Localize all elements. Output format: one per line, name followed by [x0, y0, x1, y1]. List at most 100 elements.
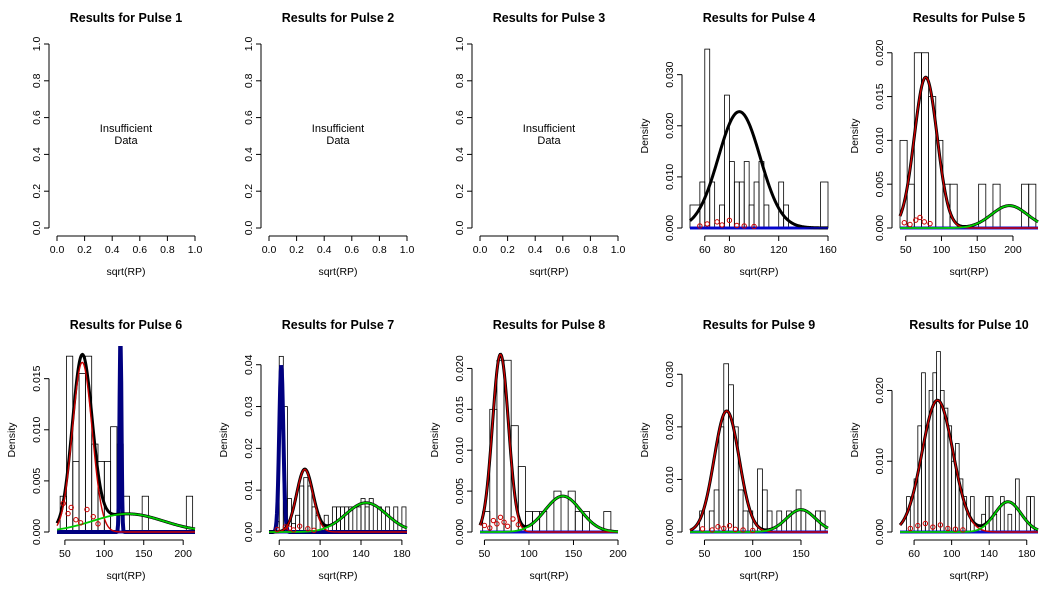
y-tick-label: 0.4 [243, 147, 255, 162]
y-tick-label: 0.000 [454, 519, 466, 545]
insufficient-data-message: Insufficient [312, 123, 364, 135]
x-tick-label: 0.2 [289, 244, 304, 256]
histogram-bar [525, 511, 533, 533]
histogram-bars [899, 52, 1037, 229]
y-tick-label: 0.015 [31, 365, 43, 391]
histogram-bar [985, 496, 990, 533]
y-tick-label: 0.020 [454, 355, 466, 381]
data-point [697, 223, 703, 229]
y-tick-label: 0.010 [874, 127, 886, 153]
panel-pulse-5: Results for Pulse 5 sqrt(RP) Density 50 100 1… [849, 11, 1039, 278]
data-point [487, 525, 493, 531]
x-axis-label: sqrt(RP) [106, 266, 145, 278]
panel-pulse-8: Results for Pulse 8 sqrt(RP) Density 50 100 1… [429, 318, 627, 582]
x-axis-label: sqrt(RP) [739, 266, 778, 278]
histogram-bar [1026, 496, 1031, 533]
y-axis: 0.000 0.010 0.020 0.030 [664, 61, 683, 241]
x-tick-label: 200 [1004, 244, 1022, 256]
data-points [60, 500, 101, 527]
histogram-bar [992, 183, 1001, 229]
x-tick-label: 180 [393, 548, 411, 560]
data-points [697, 217, 757, 230]
data-point [913, 217, 919, 223]
x-axis-label: sqrt(RP) [318, 266, 357, 278]
panel-title: Results for Pulse 10 [909, 318, 1029, 332]
histogram-bars [689, 48, 829, 229]
x-tick-label: 150 [792, 548, 810, 560]
y-tick-label: 0.020 [664, 112, 676, 138]
histogram-bar [743, 161, 750, 229]
insufficient-data-message: Insufficient [100, 123, 152, 135]
y-tick-label: 1.0 [31, 37, 43, 52]
histogram-bar [307, 485, 313, 533]
x-tick-label: 0.4 [528, 244, 543, 256]
histogram-bar [733, 181, 740, 229]
data-point [490, 517, 497, 524]
x-axis-label: sqrt(RP) [529, 266, 568, 278]
data-point [741, 223, 747, 229]
y-tick-label: 0.005 [454, 478, 466, 504]
x-axis: 60 100 140 180 [908, 539, 1036, 560]
data-point [907, 221, 913, 228]
histogram-bar [970, 496, 975, 533]
x-tick-label: 100 [943, 548, 961, 560]
x-axis-label: sqrt(RP) [739, 570, 778, 582]
panel-title: Results for Pulse 2 [282, 11, 395, 25]
y-tick-label: 0.8 [243, 73, 255, 88]
y-tick-label: 0.005 [874, 171, 886, 197]
x-tick-label: 0.8 [583, 244, 598, 256]
x-tick-label: 0.4 [317, 244, 332, 256]
data-point [296, 523, 303, 529]
histogram-bar [723, 363, 730, 533]
x-axis: 50 100 150 200 [900, 235, 1022, 256]
data-point [740, 527, 746, 533]
y-axis-label: Density [639, 118, 651, 154]
x-tick-label: 80 [724, 244, 736, 256]
y-tick-label: 0.00 [243, 522, 255, 543]
y-tick-label: 0.8 [454, 73, 466, 88]
panel-pulse-10: Results for Pulse 10 sqrt(RP) Density 60 100… [849, 318, 1039, 582]
y-axis: 0.0 0.2 0.4 0.6 0.8 1.0 [454, 37, 473, 235]
y-axis: 0.0 0.2 0.4 0.6 0.8 1.0 [243, 37, 262, 235]
x-tick-label: 150 [565, 548, 583, 560]
y-tick-label: 0.6 [454, 110, 466, 125]
data-point [60, 500, 67, 507]
x-tick-label: 60 [908, 548, 920, 560]
component-density-curve [56, 361, 195, 533]
histogram-bar [331, 506, 337, 533]
histogram-bar [1021, 183, 1030, 229]
x-tick-label: 1.0 [611, 244, 626, 256]
panel-title: Results for Pulse 6 [70, 318, 183, 332]
histogram-bars [699, 363, 826, 533]
mixture-density-curve [689, 110, 829, 230]
histogram-bar [704, 48, 711, 229]
x-tick-label: 180 [1018, 548, 1036, 560]
x-axis-label: sqrt(RP) [949, 570, 988, 582]
y-tick-label: 0.000 [31, 519, 43, 545]
x-tick-label: 0.0 [473, 244, 488, 256]
histogram-bar [800, 510, 807, 533]
y-axis: 0.000 0.005 0.010 0.015 0.020 [874, 39, 893, 241]
x-tick-label: 0.2 [77, 244, 92, 256]
y-tick-label: 0.000 [874, 519, 886, 545]
data-point [709, 527, 715, 533]
y-tick-label: 0.010 [31, 416, 43, 442]
x-axis: 0.0 0.2 0.4 0.6 0.8 1.0 [50, 235, 202, 256]
x-tick-label: 0.8 [160, 244, 175, 256]
y-axis-label: Density [429, 422, 441, 458]
panel-pulse-2: Results for Pulse 2 sqrt(RP) 0.0 0.2 0.4 0.6 0… [243, 11, 414, 278]
x-tick-label: 140 [352, 548, 370, 560]
histogram-bar [757, 468, 763, 533]
y-axis: 0.000 0.005 0.010 0.015 0.020 [454, 355, 473, 545]
insufficient-data-message: Data [537, 135, 561, 147]
y-axis: 0.00 0.01 0.02 0.03 0.04 [243, 354, 262, 543]
y-axis-label: Density [6, 422, 18, 458]
y-tick-label: 0.6 [31, 110, 43, 125]
histogram-bar [738, 181, 745, 229]
y-tick-label: 0.2 [31, 184, 43, 199]
histogram-bar [906, 183, 915, 229]
data-point [68, 504, 74, 511]
data-point [704, 221, 710, 227]
x-tick-label: 0.0 [50, 244, 65, 256]
